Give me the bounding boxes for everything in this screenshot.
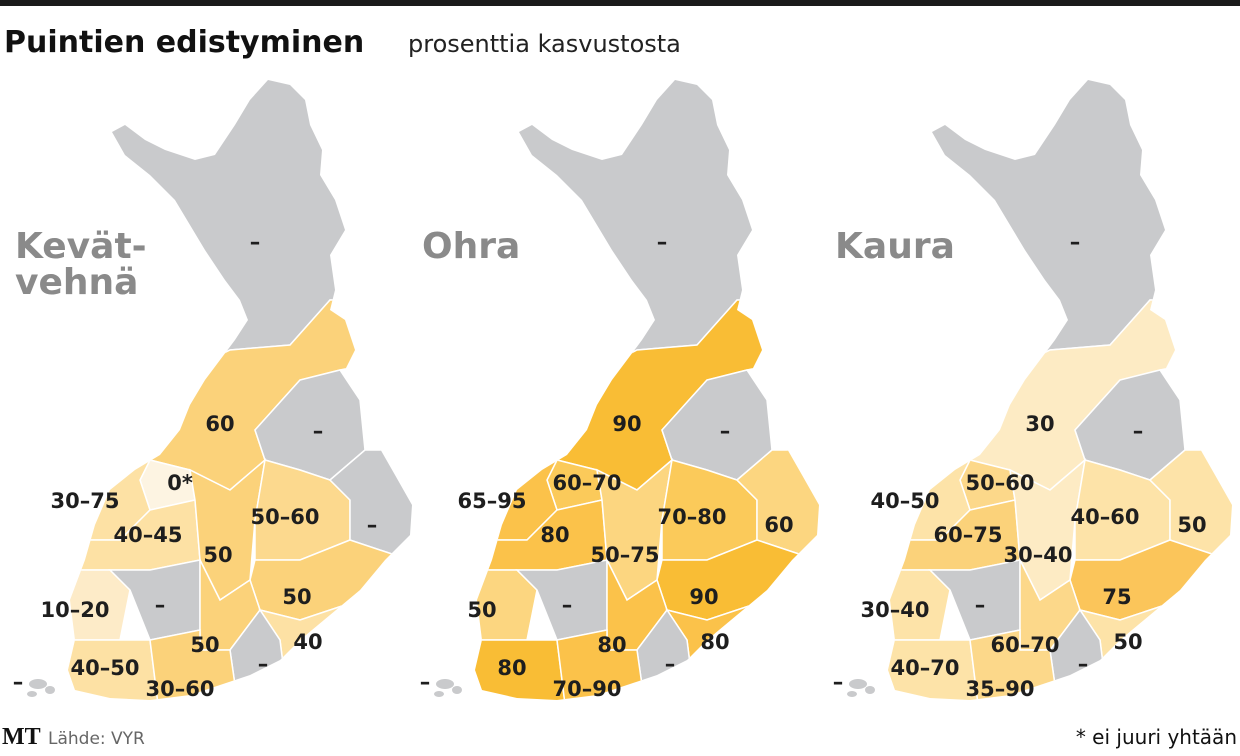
- region: [68, 569, 131, 641]
- region-label: 60–75: [934, 523, 1003, 547]
- region-label: 50: [1113, 630, 1142, 654]
- region-label: 30: [1025, 412, 1054, 436]
- region: [68, 80, 412, 381]
- island: [29, 679, 47, 689]
- island: [45, 686, 55, 694]
- region-label: –: [258, 652, 269, 676]
- region-label: 30–40: [1004, 543, 1073, 567]
- land: [475, 80, 819, 700]
- region-label: 80: [700, 630, 729, 654]
- region: [888, 569, 951, 641]
- source: Lähde: VYR: [48, 729, 145, 749]
- region-label: –: [1133, 419, 1144, 443]
- island: [27, 691, 37, 697]
- map-name: Ohra: [422, 226, 520, 267]
- region-label: 80: [497, 656, 526, 680]
- region-label: 50: [467, 598, 496, 622]
- region-label: 50–60: [251, 505, 320, 529]
- island: [436, 679, 454, 689]
- region-label: 90: [612, 412, 641, 436]
- top-bar: [0, 0, 1240, 6]
- island: [849, 679, 867, 689]
- region-label: 70–90: [553, 677, 622, 701]
- region: [888, 639, 981, 700]
- region-label: –: [250, 230, 261, 254]
- region-label: 10–20: [41, 598, 110, 622]
- region-label: 60: [205, 412, 234, 436]
- region-label: –: [13, 670, 24, 694]
- region: [1148, 449, 1232, 572]
- region-label: –: [562, 593, 573, 617]
- region-label: 50–75: [591, 543, 660, 567]
- region-label: 30–60: [146, 677, 215, 701]
- region-label: 50: [190, 633, 219, 657]
- region-label: 80: [597, 633, 626, 657]
- region: [735, 449, 819, 572]
- region: [68, 639, 161, 700]
- region-label: 30–40: [861, 598, 930, 622]
- region-label: –: [155, 593, 166, 617]
- region: [475, 639, 568, 700]
- island: [434, 691, 444, 697]
- title: Puintien edistyminen: [4, 25, 364, 60]
- region-label: 40–70: [891, 656, 960, 680]
- region-label: 65–95: [458, 489, 527, 513]
- region-label: 75: [1102, 585, 1131, 609]
- map-name: Kevät-: [15, 226, 147, 267]
- region: [475, 80, 819, 381]
- region-label: 70–80: [658, 505, 727, 529]
- region-label: 50: [282, 585, 311, 609]
- region-label: –: [720, 419, 731, 443]
- subtitle: prosenttia kasvustosta: [408, 30, 681, 58]
- map-name: vehnä: [15, 262, 138, 303]
- region-label: 30–75: [51, 489, 120, 513]
- region-label: –: [1078, 652, 1089, 676]
- island: [847, 691, 857, 697]
- region-label: 50–60: [966, 471, 1035, 495]
- region-label: –: [367, 513, 378, 537]
- region-label: 60–70: [553, 471, 622, 495]
- region-label: 40–50: [71, 656, 140, 680]
- region-label: –: [833, 670, 844, 694]
- logo: MT: [2, 724, 41, 750]
- region-label: 40–45: [114, 523, 183, 547]
- region: [475, 569, 538, 641]
- island: [452, 686, 462, 694]
- region-label: –: [420, 670, 431, 694]
- region-label: 40–60: [1071, 505, 1140, 529]
- region-label: –: [1070, 230, 1081, 254]
- region-label: 35–90: [966, 677, 1035, 701]
- region-label: 40: [293, 630, 322, 654]
- region-label: –: [313, 419, 324, 443]
- region-label: 0*: [167, 471, 193, 495]
- region: [888, 80, 1232, 381]
- region-label: 40–50: [871, 489, 940, 513]
- region: [328, 449, 412, 572]
- region-label: 50: [1177, 513, 1206, 537]
- region-label: 50: [203, 543, 232, 567]
- footnote: * ei juuri yhtään: [1076, 725, 1237, 749]
- region-label: –: [665, 652, 676, 676]
- region-label: –: [657, 230, 668, 254]
- map-name: Kaura: [835, 226, 955, 267]
- region-label: 90: [689, 585, 718, 609]
- region-label: 80: [540, 523, 569, 547]
- island: [865, 686, 875, 694]
- region-label: 60: [764, 513, 793, 537]
- region-label: –: [975, 593, 986, 617]
- region-label: 60–70: [991, 633, 1060, 657]
